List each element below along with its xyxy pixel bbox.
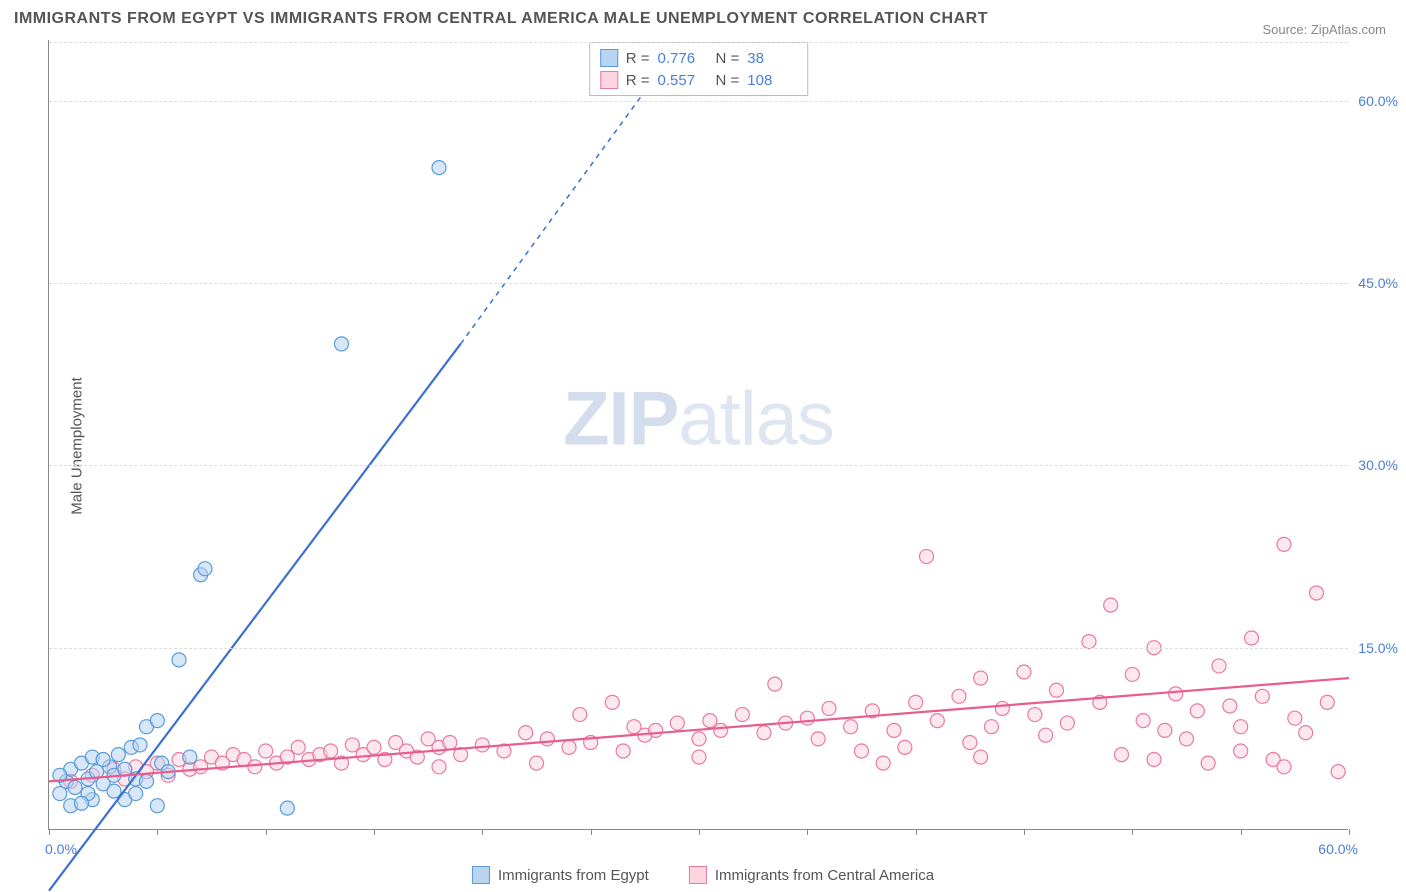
central-america-n-value: 108 <box>747 72 797 89</box>
y-tick-label: 15.0% <box>1353 640 1398 656</box>
y-tick-label: 30.0% <box>1353 457 1398 473</box>
egypt-legend-swatch <box>472 866 490 884</box>
x-axis-min-label: 0.0% <box>45 841 77 857</box>
central-america-r-value: 0.557 <box>658 72 708 89</box>
r-label: R = <box>626 50 650 67</box>
n-label: N = <box>716 72 740 89</box>
x-axis-max-label: 60.0% <box>1318 841 1358 857</box>
egypt-swatch <box>600 49 618 67</box>
legend-item-central-america: Immigrants from Central America <box>689 866 934 884</box>
stats-row-egypt: R = 0.776 N = 38 <box>600 47 798 69</box>
chart-plot-area: ZIPatlas R = 0.776 N = 38 R = 0.557 N = … <box>48 40 1348 830</box>
n-label: N = <box>716 50 740 67</box>
y-tick-label: 45.0% <box>1353 275 1398 291</box>
stats-row-central-america: R = 0.557 N = 108 <box>600 69 798 91</box>
central-america-legend-swatch <box>689 866 707 884</box>
y-tick-label: 60.0% <box>1353 93 1398 109</box>
egypt-legend-label: Immigrants from Egypt <box>498 867 649 884</box>
central-america-legend-label: Immigrants from Central America <box>715 867 934 884</box>
series-legend: Immigrants from Egypt Immigrants from Ce… <box>472 866 934 884</box>
central-america-swatch <box>600 71 618 89</box>
source-attribution: Source: ZipAtlas.com <box>1262 22 1386 37</box>
correlation-stats-box: R = 0.776 N = 38 R = 0.557 N = 108 <box>589 42 809 96</box>
scatter-plot-svg <box>49 40 1348 829</box>
r-label: R = <box>626 72 650 89</box>
egypt-r-value: 0.776 <box>658 50 708 67</box>
chart-title: IMMIGRANTS FROM EGYPT VS IMMIGRANTS FROM… <box>14 10 988 28</box>
legend-item-egypt: Immigrants from Egypt <box>472 866 649 884</box>
egypt-n-value: 38 <box>747 50 797 67</box>
